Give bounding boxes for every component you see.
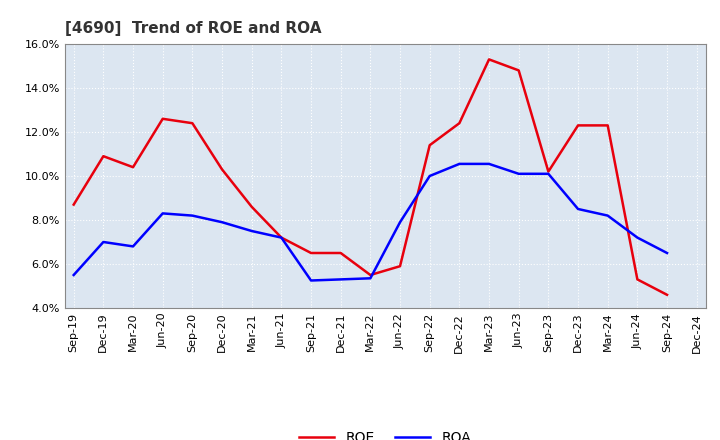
ROE [662,292,671,297]
ROA [514,171,523,176]
ROE [248,204,256,209]
ROE [69,202,78,207]
ROE [366,272,374,278]
ROA [217,220,226,225]
ROA [129,244,138,249]
ROE [336,250,345,256]
Text: [4690]  Trend of ROE and ROA: [4690] Trend of ROE and ROA [65,21,321,36]
ROE [217,167,226,172]
ROE [277,235,286,240]
ROE [544,169,553,174]
ROE [485,57,493,62]
ROE [514,68,523,73]
ROE [307,250,315,256]
ROE [603,123,612,128]
ROA [69,272,78,278]
ROA [426,173,434,179]
ROA [277,235,286,240]
ROA [574,206,582,212]
ROA [188,213,197,218]
ROE [574,123,582,128]
ROA [633,235,642,240]
Legend: ROE, ROA: ROE, ROA [294,426,477,440]
ROE [158,116,167,121]
ROE [99,154,108,159]
Line: ROE: ROE [73,59,667,295]
ROA [662,250,671,256]
ROE [426,143,434,148]
ROE [396,264,405,269]
ROA [336,277,345,282]
ROE [188,121,197,126]
Line: ROA: ROA [73,164,667,281]
ROE [129,165,138,170]
ROA [485,161,493,166]
ROA [366,275,374,281]
ROE [455,121,464,126]
ROA [307,278,315,283]
ROA [455,161,464,166]
ROA [603,213,612,218]
ROA [158,211,167,216]
ROA [99,239,108,245]
ROA [248,228,256,234]
ROA [396,220,405,225]
ROE [633,277,642,282]
ROA [544,171,553,176]
